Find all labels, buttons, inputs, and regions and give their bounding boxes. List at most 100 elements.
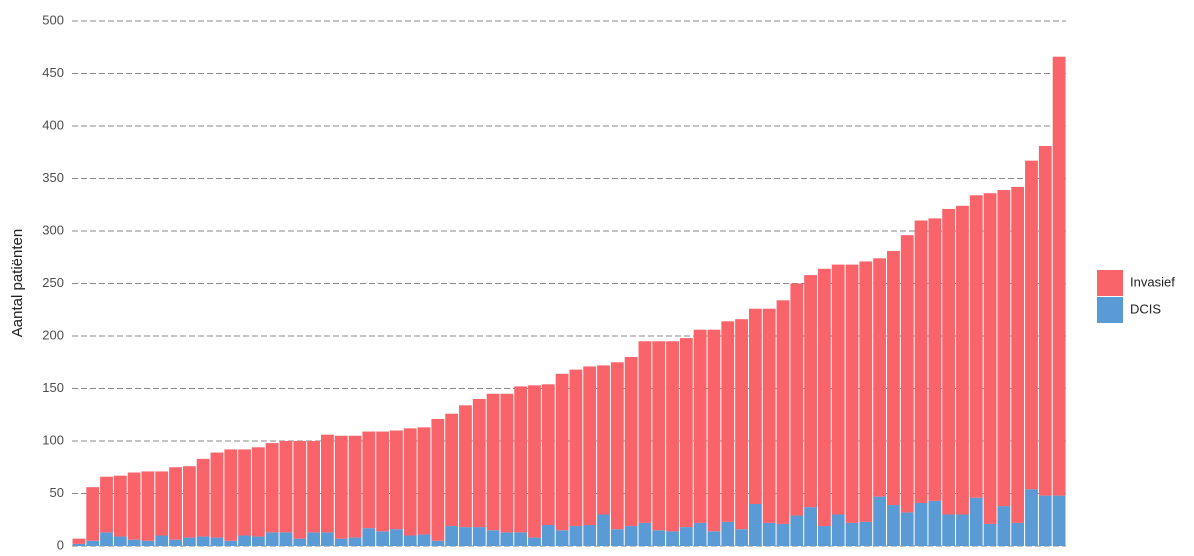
y-tick-label: 500 <box>42 12 64 27</box>
bar <box>472 527 486 546</box>
bar <box>362 431 376 529</box>
bar <box>721 521 735 546</box>
bar <box>583 525 597 546</box>
bar <box>748 308 762 504</box>
bar <box>735 529 748 546</box>
bar <box>818 526 831 546</box>
bar <box>169 539 182 546</box>
bar <box>376 431 390 532</box>
legend-label: DCIS <box>1130 301 1161 316</box>
bar <box>528 385 541 538</box>
bar <box>182 537 196 546</box>
bar <box>914 220 928 503</box>
bar <box>403 535 417 546</box>
bar <box>914 502 928 546</box>
bar <box>321 532 334 546</box>
bar <box>86 540 100 546</box>
bar <box>748 504 762 546</box>
bar <box>155 535 169 546</box>
bar <box>1025 160 1038 490</box>
bar <box>638 341 652 523</box>
bar <box>942 514 956 546</box>
bar <box>390 430 403 530</box>
bar <box>873 496 887 546</box>
bar <box>831 264 845 515</box>
bar <box>514 386 528 533</box>
bar <box>86 487 100 541</box>
bar <box>196 458 210 537</box>
bar <box>900 512 914 546</box>
bar <box>334 435 348 539</box>
bar <box>900 235 914 513</box>
bar <box>445 413 459 527</box>
bar <box>707 531 721 546</box>
bar <box>348 537 362 546</box>
bar <box>362 528 376 546</box>
bar <box>776 523 790 546</box>
legend-swatch <box>1097 297 1123 323</box>
bar <box>983 193 997 524</box>
bar <box>431 540 445 546</box>
bar <box>279 532 293 546</box>
bar <box>486 393 500 531</box>
bar <box>210 452 224 538</box>
legend-swatch <box>1097 270 1123 296</box>
y-tick-label: 200 <box>42 327 64 342</box>
bar <box>790 515 804 546</box>
bar <box>307 532 320 546</box>
bar <box>541 384 555 525</box>
bar <box>390 529 403 546</box>
bar <box>597 365 610 515</box>
bar <box>887 505 900 546</box>
bar <box>859 521 873 546</box>
bar <box>1038 145 1052 496</box>
y-tick-label: 450 <box>42 65 64 80</box>
y-tick-label: 350 <box>42 170 64 185</box>
bar <box>555 530 569 546</box>
bar <box>569 369 583 527</box>
bar <box>1011 186 1025 523</box>
bar <box>693 522 707 546</box>
bar <box>155 471 169 536</box>
y-tick-label: 400 <box>42 117 64 132</box>
bar <box>141 471 155 541</box>
bar <box>555 373 569 531</box>
bar <box>624 357 638 527</box>
bar <box>321 434 334 533</box>
bar <box>100 476 113 533</box>
bar <box>224 540 238 546</box>
bar <box>638 522 652 546</box>
bar <box>859 261 873 522</box>
bar <box>956 205 969 515</box>
bar <box>679 338 693 528</box>
bar <box>845 522 859 546</box>
bar <box>348 435 362 538</box>
bar <box>127 539 141 546</box>
bar <box>72 543 86 546</box>
bar <box>541 525 555 546</box>
bar <box>845 264 859 523</box>
legend-label: Invasief <box>1130 274 1175 289</box>
y-tick-label: 300 <box>42 222 64 237</box>
bar <box>431 418 445 541</box>
bar <box>873 258 887 497</box>
bar <box>459 405 472 528</box>
bar <box>127 472 141 540</box>
bar <box>997 190 1011 507</box>
bar <box>969 195 983 498</box>
bar <box>403 428 417 536</box>
bar <box>486 530 500 546</box>
bar <box>417 427 431 535</box>
bar <box>1052 56 1066 496</box>
bar <box>445 526 459 546</box>
bar <box>293 538 307 546</box>
y-tick-label: 150 <box>42 380 64 395</box>
bar <box>251 536 265 546</box>
bar <box>265 532 279 546</box>
bar <box>293 441 307 539</box>
y-tick-label: 250 <box>42 275 64 290</box>
bar <box>969 497 983 546</box>
bar <box>762 522 776 546</box>
bar <box>666 341 679 532</box>
